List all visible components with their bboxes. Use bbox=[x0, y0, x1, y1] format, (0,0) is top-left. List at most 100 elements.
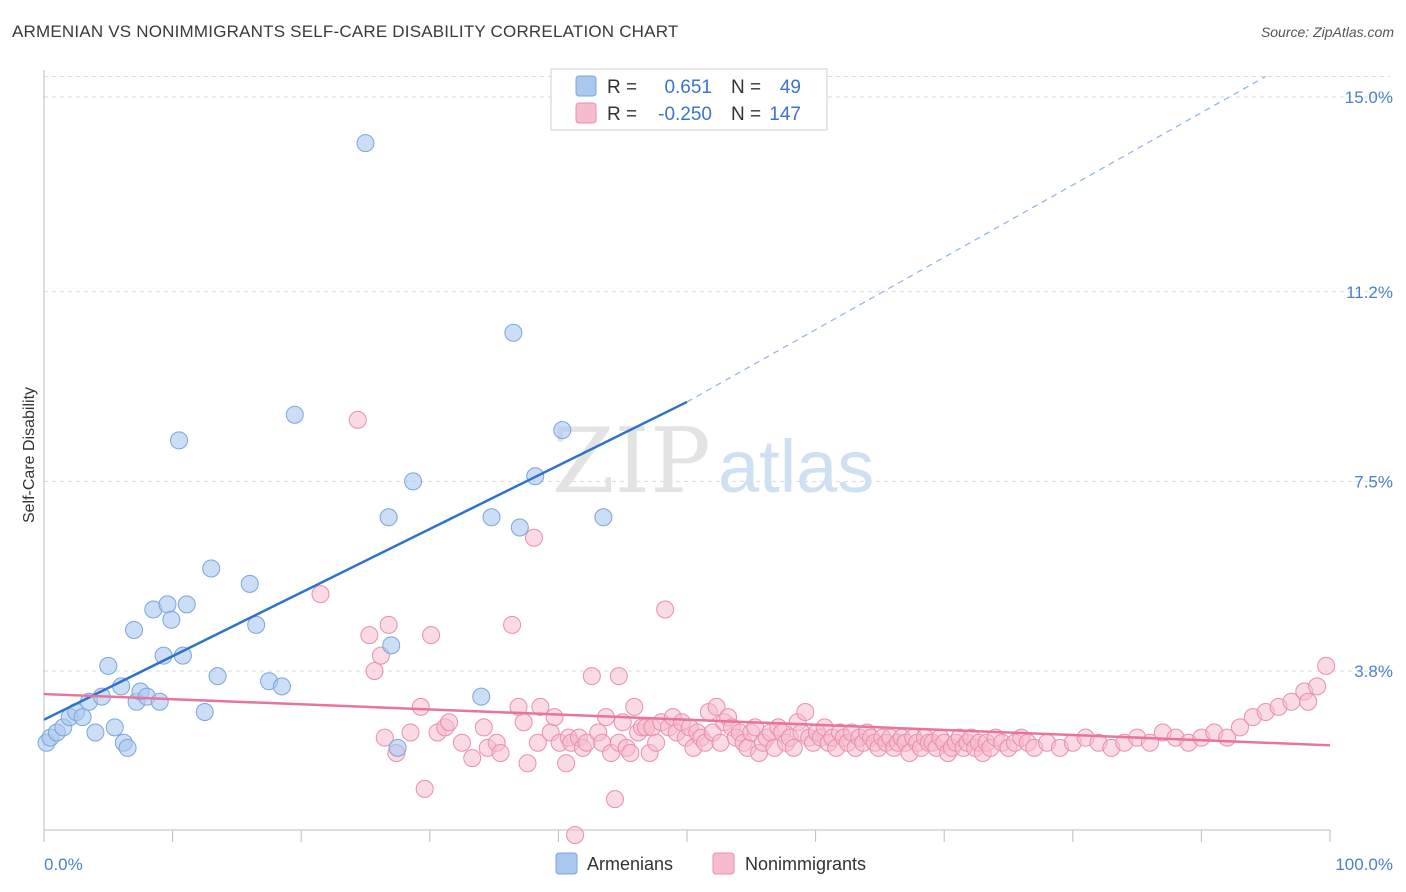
armenian-point bbox=[553, 421, 572, 440]
y-tick-label: 15.0% bbox=[1345, 88, 1393, 107]
series-nonimmigrants bbox=[311, 410, 1336, 844]
y-tick-label: 7.5% bbox=[1354, 472, 1393, 491]
armenian-point bbox=[482, 508, 501, 527]
y-tick-labels: 3.8% 7.5% 11.2% 15.0% bbox=[1345, 88, 1393, 681]
x-tick-label-0: 0.0% bbox=[44, 855, 83, 874]
x-ticks bbox=[43, 830, 1331, 842]
nonimmigrant-point bbox=[605, 790, 624, 809]
legend-r-value-1: 0.651 bbox=[664, 77, 712, 98]
armenian-point bbox=[195, 703, 214, 721]
nonimmigrant-point bbox=[503, 615, 522, 634]
nonimmigrant-point bbox=[491, 744, 510, 762]
nonimmigrant-point bbox=[528, 733, 547, 752]
legend-r-label-1: R = bbox=[607, 77, 637, 98]
nonimmigrant-point bbox=[311, 585, 330, 604]
nonimmigrant-point bbox=[411, 697, 430, 716]
bottom-legend-swatch-armenians bbox=[555, 852, 578, 875]
legend-r-label-2: R = bbox=[607, 104, 637, 125]
nonimmigrant-point bbox=[509, 697, 528, 716]
legend-n-value-2: 147 bbox=[769, 104, 801, 125]
nonimmigrant-point bbox=[379, 615, 398, 634]
armenian-point bbox=[86, 723, 105, 742]
nonimmigrant-point bbox=[422, 626, 441, 645]
nonimmigrant-point bbox=[365, 662, 384, 680]
armenian-point bbox=[177, 595, 196, 614]
legend-box bbox=[550, 68, 828, 131]
trend-lines bbox=[43, 75, 1331, 747]
nonimmigrant-point bbox=[375, 728, 394, 747]
legend-swatch-armenians bbox=[575, 75, 597, 97]
armenian-point bbox=[510, 518, 529, 537]
armenian-point bbox=[379, 508, 398, 527]
nonimmigrant-point bbox=[1299, 692, 1318, 711]
nonimmigrant-point bbox=[531, 697, 550, 716]
bottom-legend-swatch-nonimmigrants bbox=[712, 852, 735, 875]
nonimmigrant-point bbox=[621, 744, 640, 762]
watermark-zip: ZIP bbox=[552, 409, 711, 514]
armenian-point bbox=[99, 656, 118, 675]
armenian-point bbox=[150, 692, 169, 711]
armenian-point bbox=[118, 738, 137, 757]
nonimmigrant-point bbox=[360, 626, 379, 645]
armenian-point bbox=[125, 621, 144, 639]
nonimmigrant-point bbox=[656, 600, 675, 619]
legend-swatch-nonimmigrants bbox=[575, 102, 597, 124]
armenian-trend-extension bbox=[686, 75, 1266, 403]
armenian-point bbox=[73, 708, 92, 727]
nonimmigrant-point bbox=[474, 718, 493, 737]
armenian-point bbox=[285, 405, 304, 424]
nonimmigrant-point bbox=[545, 708, 564, 727]
armenian-point bbox=[158, 595, 177, 614]
nonimmigrant-point bbox=[582, 667, 601, 686]
nonimmigrant-point bbox=[1230, 718, 1249, 737]
nonimmigrant-point bbox=[440, 713, 459, 732]
source-credit: Source: ZipAtlas.com bbox=[1260, 24, 1394, 40]
armenian-point bbox=[105, 718, 124, 737]
watermark-atlas: atlas bbox=[718, 425, 874, 508]
nonimmigrant-point bbox=[401, 723, 420, 742]
nonimmigrant-trend-line bbox=[43, 692, 1331, 747]
nonimmigrant-point bbox=[1317, 656, 1336, 675]
nonimmigrant-point bbox=[557, 754, 576, 773]
nonimmigrant-point bbox=[647, 733, 666, 752]
x-tick-label-100: 100.0% bbox=[1335, 855, 1393, 874]
nonimmigrant-point bbox=[711, 733, 730, 752]
legend-n-value-1: 49 bbox=[780, 77, 801, 98]
x-tick-labels: 0.0% 100.0% bbox=[44, 855, 1393, 874]
armenian-point bbox=[594, 508, 613, 527]
armenian-point bbox=[247, 615, 266, 634]
y-axis-title: Self-Care Disability bbox=[21, 387, 38, 523]
armenian-point bbox=[162, 610, 181, 629]
nonimmigrant-point bbox=[348, 410, 367, 429]
armenian-trend-line bbox=[43, 400, 688, 721]
nonimmigrant-point bbox=[452, 733, 471, 752]
armenian-point bbox=[202, 559, 221, 578]
nonimmigrant-point bbox=[415, 779, 434, 798]
nonimmigrant-point bbox=[796, 703, 815, 721]
nonimmigrant-point bbox=[514, 713, 533, 732]
armenian-point bbox=[388, 738, 407, 757]
bottom-legend-label-armenians: Armenians bbox=[587, 854, 673, 874]
nonimmigrant-point bbox=[524, 528, 543, 547]
armenian-point bbox=[356, 134, 375, 153]
armenian-point bbox=[382, 636, 401, 655]
bottom-legend: Armenians Nonimmigrants bbox=[555, 852, 866, 875]
nonimmigrant-point bbox=[518, 754, 537, 773]
legend-n-label-2: N = bbox=[731, 104, 761, 125]
armenian-point bbox=[240, 574, 259, 593]
legend: R = 0.651 N = 49 R = -0.250 N = 147 bbox=[550, 68, 828, 131]
armenian-point bbox=[272, 677, 291, 696]
armenian-point bbox=[504, 323, 523, 342]
nonimmigrant-point bbox=[784, 738, 803, 757]
y-tick-label: 3.8% bbox=[1354, 662, 1393, 681]
bottom-legend-label-nonimmigrants: Nonimmigrants bbox=[745, 854, 866, 874]
nonimmigrant-point bbox=[625, 697, 644, 716]
nonimmigrant-point bbox=[1308, 677, 1327, 696]
armenian-point bbox=[472, 687, 491, 706]
armenian-point bbox=[404, 472, 423, 491]
chart-title: ARMENIAN VS NONIMMIGRANTS SELF-CARE DISA… bbox=[12, 22, 679, 41]
nonimmigrant-point bbox=[463, 749, 482, 768]
legend-n-label-1: N = bbox=[731, 77, 761, 98]
armenian-point bbox=[170, 431, 189, 450]
